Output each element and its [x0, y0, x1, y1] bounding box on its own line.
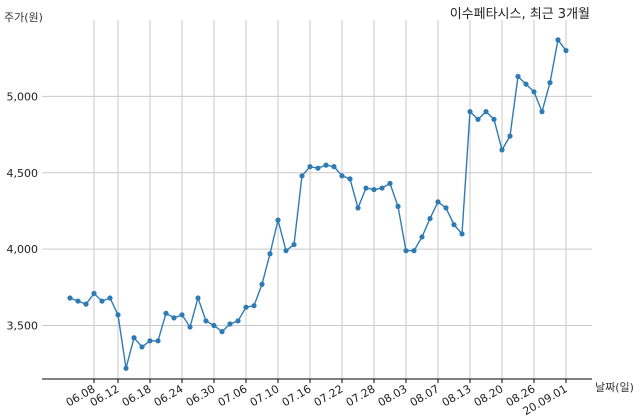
x-tick-label: 06.18 [120, 382, 154, 409]
x-tick-label: 07.10 [248, 382, 282, 409]
data-point [195, 295, 201, 301]
x-tick-label: 08.03 [376, 382, 410, 409]
data-point [147, 338, 153, 344]
data-point [491, 116, 497, 122]
data-point [499, 147, 505, 153]
x-tick-label: 08.20 [472, 382, 506, 409]
data-point [83, 301, 89, 307]
data-point [483, 109, 489, 115]
data-point [555, 37, 561, 43]
data-point [339, 173, 345, 179]
data-point [251, 303, 257, 309]
data-point [275, 217, 281, 223]
data-point [475, 116, 481, 122]
x-tick-label: 07.22 [312, 382, 346, 409]
data-point [523, 81, 529, 87]
data-point [411, 248, 417, 254]
data-point [107, 295, 113, 301]
data-point [323, 162, 329, 168]
data-point [467, 109, 473, 115]
data-point [91, 290, 97, 297]
data-point [459, 231, 465, 237]
data-point [419, 234, 425, 240]
data-point [387, 180, 393, 187]
data-point [235, 318, 241, 324]
data-point [291, 241, 297, 248]
data-point [139, 344, 145, 350]
y-tick-label: 3,500 [7, 320, 39, 333]
series-line [69, 38, 567, 369]
data-point [451, 222, 457, 228]
data-point [539, 109, 545, 115]
data-point [547, 80, 553, 86]
series [67, 37, 569, 371]
data-point [163, 310, 169, 316]
data-point [443, 205, 449, 211]
data-point [259, 281, 265, 287]
data-point [155, 338, 161, 344]
data-point [75, 298, 81, 304]
data-point [427, 215, 433, 222]
data-point [395, 203, 401, 209]
data-point [507, 133, 513, 139]
data-point [187, 324, 193, 330]
data-point [67, 295, 73, 301]
y-tick-label: 4,000 [7, 243, 39, 256]
data-point [203, 318, 209, 324]
y-axis-label: 주가(원) [4, 11, 43, 24]
y-tick-label: 5,000 [7, 90, 39, 103]
x-axis-label: 날짜(일) [595, 380, 634, 394]
x-tick-label: 07.06 [216, 382, 250, 409]
x-tick-label: 07.28 [344, 382, 378, 409]
y-tick-label: 4,500 [7, 167, 39, 180]
data-point [379, 185, 385, 191]
data-point [435, 199, 441, 205]
data-point [307, 164, 313, 170]
data-point [299, 173, 305, 179]
data-point [123, 365, 129, 371]
data-point [531, 89, 537, 95]
data-point [99, 298, 105, 304]
x-tick-label: 06.24 [152, 382, 186, 409]
data-point [227, 321, 233, 327]
data-point [563, 47, 569, 54]
data-point [171, 315, 177, 321]
data-point [179, 312, 185, 318]
data-point [131, 335, 137, 341]
data-point [403, 248, 409, 254]
data-point [315, 165, 321, 171]
data-point [347, 176, 353, 182]
data-point [211, 322, 217, 329]
x-tick-label: 06.30 [184, 382, 218, 409]
data-point [219, 329, 225, 335]
x-axis-ticks: 06.0806.1206.1806.2406.3007.0607.1007.16… [64, 379, 570, 418]
data-point [243, 304, 249, 310]
data-point [115, 312, 121, 318]
chart-title: 이수페타시스, 최근 3개월 [450, 7, 590, 22]
data-point [363, 185, 369, 191]
x-tick-label: 08.07 [408, 382, 442, 409]
data-point [355, 205, 361, 211]
grid [42, 20, 592, 379]
data-point [331, 164, 337, 170]
x-tick-label: 07.16 [280, 382, 314, 409]
data-point [267, 251, 273, 257]
data-point [283, 248, 289, 254]
x-tick-label: 08.13 [440, 382, 474, 409]
y-axis-ticks: 3,500 4,000 4,500 5,000 [7, 90, 39, 332]
data-point [515, 73, 521, 80]
data-point [371, 186, 377, 193]
